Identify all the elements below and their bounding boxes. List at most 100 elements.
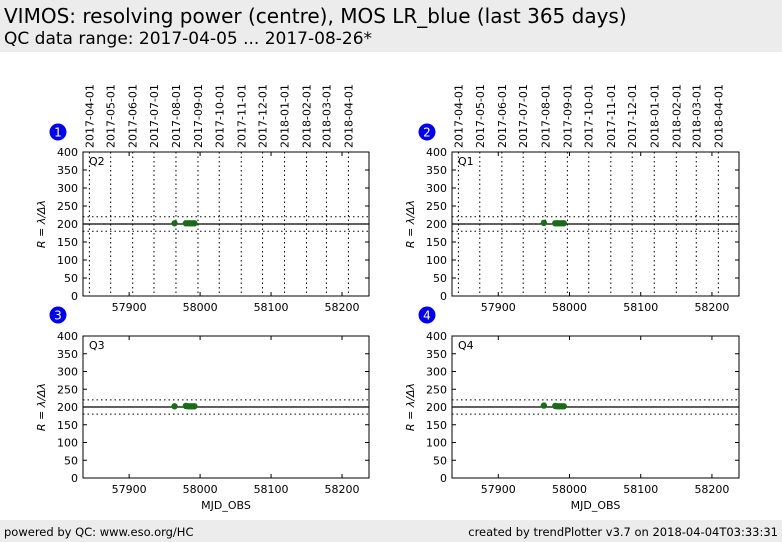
date-tick-label: 2017-06-01 bbox=[496, 84, 509, 148]
panel-number-badge bbox=[49, 123, 67, 141]
chart-panel-1: 2017-04-01 2017-05-01 2017-06-01 2017-07-01… bbox=[35, 84, 370, 314]
x-tick-label: 58200 bbox=[694, 483, 729, 496]
x-tick-label: 58100 bbox=[254, 301, 289, 314]
footer-credit: powered by QC: www.eso.org/HC bbox=[4, 525, 194, 539]
y-tick-label: 300 bbox=[426, 366, 447, 379]
y-tick-label: 250 bbox=[426, 383, 447, 396]
date-tick-label: 2017-04-01 bbox=[83, 84, 96, 148]
data-point bbox=[540, 402, 548, 409]
panel-number-badge bbox=[49, 306, 67, 324]
chart-panel-2: 2017-04-01 2017-05-01 2017-06-01 2017-07-01… bbox=[404, 84, 740, 314]
panel-number-label: 1 bbox=[54, 126, 62, 140]
date-tick-label: 2017-08-01 bbox=[539, 84, 552, 148]
date-tick-label: 2017-07-01 bbox=[148, 84, 161, 148]
y-tick-label: 350 bbox=[426, 164, 447, 177]
x-tick-label: 57900 bbox=[112, 483, 147, 496]
data-point bbox=[171, 220, 178, 227]
x-tick-label: 58100 bbox=[254, 483, 289, 496]
date-tick-label: 2017-09-01 bbox=[561, 84, 574, 148]
y-tick-label: 300 bbox=[57, 366, 78, 379]
data-point bbox=[560, 403, 568, 410]
y-tick-label: 0 bbox=[71, 472, 78, 485]
report-header: VIMOS: resolving power (centre), MOS LR_… bbox=[0, 0, 782, 52]
date-tick-label: 2018-04-01 bbox=[712, 84, 725, 148]
y-tick-label: 400 bbox=[426, 146, 447, 159]
y-tick-label: 150 bbox=[57, 419, 78, 432]
report-subtitle: QC data range: 2017-04-05 ... 2017-08-26… bbox=[4, 29, 373, 49]
y-tick-label: 200 bbox=[57, 218, 78, 231]
y-tick-label: 150 bbox=[426, 419, 447, 432]
date-tick-label: 2018-01-01 bbox=[279, 84, 292, 148]
chart-panel-3: 0 50 100 150 200 250 300 350 400 57900 58000 58100 5… bbox=[35, 306, 370, 512]
date-tick-label: 2018-02-01 bbox=[301, 84, 314, 148]
x-tick-label: 58200 bbox=[325, 483, 360, 496]
date-tick-label: 2017-04-01 bbox=[452, 84, 465, 148]
y-tick-label: 100 bbox=[426, 254, 447, 267]
footer-generator: created by trendPlotter v3.7 on 2018-04-… bbox=[468, 525, 778, 539]
x-tick-label: 58000 bbox=[183, 483, 218, 496]
panel-number-label: 3 bbox=[54, 309, 62, 323]
data-point bbox=[191, 220, 198, 227]
y-tick-label: 100 bbox=[57, 254, 78, 267]
panel-number-label: 4 bbox=[423, 309, 431, 323]
y-tick-label: 250 bbox=[57, 200, 78, 213]
y-tick-label: 200 bbox=[426, 401, 447, 414]
x-tick-label: 58000 bbox=[552, 483, 587, 496]
x-axis-label: MJD_OBS bbox=[571, 499, 621, 512]
date-tick-label: 2018-01-01 bbox=[648, 84, 661, 148]
x-tick-label: 58000 bbox=[183, 301, 218, 314]
y-axis-label: R = λ/Δλ bbox=[35, 200, 48, 248]
y-tick-label: 400 bbox=[57, 146, 78, 159]
panel-label: Q2 bbox=[89, 155, 105, 168]
date-tick-label: 2018-02-01 bbox=[670, 84, 683, 148]
panel-number-label: 2 bbox=[423, 126, 431, 140]
y-tick-label: 50 bbox=[433, 454, 447, 467]
y-tick-label: 350 bbox=[57, 164, 78, 177]
x-tick-label: 57900 bbox=[112, 301, 147, 314]
panel-label: Q3 bbox=[89, 339, 105, 352]
x-tick-label: 58100 bbox=[623, 483, 658, 496]
y-tick-label: 150 bbox=[426, 236, 447, 249]
y-tick-label: 150 bbox=[57, 236, 78, 249]
y-tick-label: 300 bbox=[426, 182, 447, 195]
y-tick-label: 0 bbox=[440, 472, 447, 485]
y-tick-label: 100 bbox=[426, 437, 447, 450]
date-tick-label: 2017-10-01 bbox=[213, 84, 226, 148]
report-footer: powered by QC: www.eso.org/HC created by… bbox=[0, 520, 782, 542]
date-tick-label: 2017-05-01 bbox=[474, 84, 487, 148]
report-title: VIMOS: resolving power (centre), MOS LR_… bbox=[4, 4, 627, 28]
x-axis-label: MJD_OBS bbox=[201, 499, 251, 512]
y-axis-label: R = λ/Δλ bbox=[404, 200, 417, 248]
date-tick-label: 2017-08-01 bbox=[170, 84, 183, 148]
y-tick-label: 200 bbox=[426, 218, 447, 231]
panel-number-badge bbox=[418, 123, 436, 141]
date-tick-label: 2018-04-01 bbox=[342, 84, 355, 148]
y-tick-label: 350 bbox=[57, 348, 78, 361]
y-tick-label: 50 bbox=[433, 272, 447, 285]
date-tick-label: 2017-11-01 bbox=[235, 84, 248, 148]
date-tick-label: 2017-06-01 bbox=[127, 84, 140, 148]
y-tick-label: 300 bbox=[57, 182, 78, 195]
y-tick-label: 400 bbox=[426, 330, 447, 343]
y-tick-label: 350 bbox=[426, 348, 447, 361]
panel-label: Q4 bbox=[458, 339, 474, 352]
date-tick-label: 2017-10-01 bbox=[583, 84, 596, 148]
date-tick-label: 2017-12-01 bbox=[257, 84, 270, 148]
y-tick-label: 0 bbox=[71, 290, 78, 303]
y-tick-label: 250 bbox=[426, 200, 447, 213]
panel-label: Q1 bbox=[458, 155, 474, 168]
date-tick-label: 2017-12-01 bbox=[626, 84, 639, 148]
x-tick-label: 57900 bbox=[481, 301, 516, 314]
date-tick-label: 2018-03-01 bbox=[690, 84, 703, 148]
y-tick-label: 0 bbox=[440, 290, 447, 303]
plots-area: 2017-04-01 2017-05-01 2017-06-01 2017-07-01… bbox=[35, 84, 740, 512]
y-tick-label: 50 bbox=[64, 272, 78, 285]
chart-panel-4: 0 50 100 150 200 250 300 350 400 57900 58000 58100 5… bbox=[404, 306, 740, 512]
date-tick-label: 2017-05-01 bbox=[105, 84, 118, 148]
x-tick-label: 58100 bbox=[623, 301, 658, 314]
date-tick-label: 2017-07-01 bbox=[517, 84, 530, 148]
x-tick-label: 58200 bbox=[325, 301, 360, 314]
y-tick-label: 400 bbox=[57, 330, 78, 343]
y-tick-label: 200 bbox=[57, 401, 78, 414]
data-point bbox=[540, 219, 548, 227]
